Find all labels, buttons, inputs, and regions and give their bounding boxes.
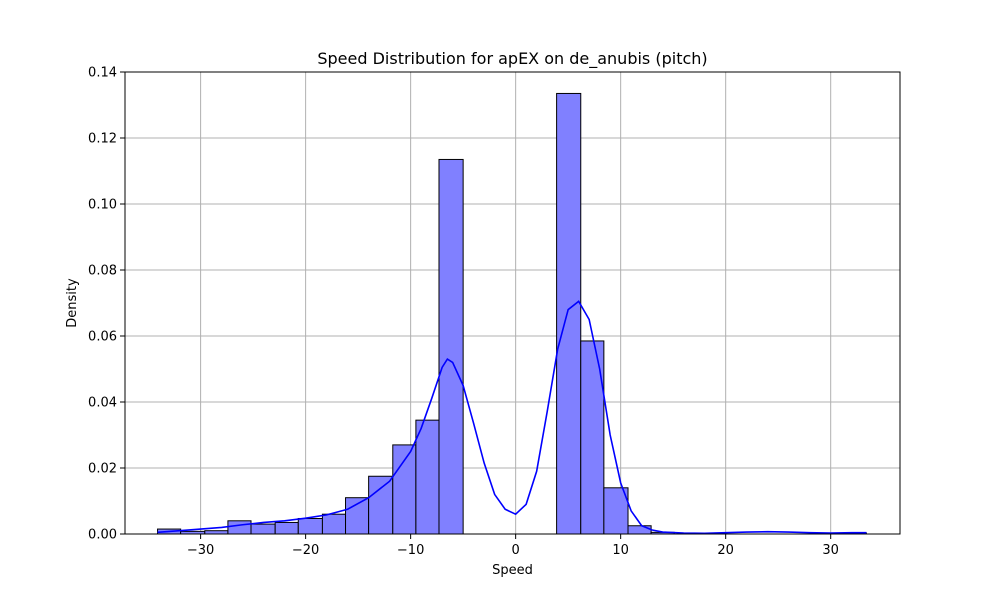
y-tick-label: 0.08 (88, 264, 117, 279)
x-tick-label: −10 (397, 543, 424, 558)
histogram-bar (297, 517, 323, 535)
histogram-bar (250, 523, 276, 535)
plot-area (125, 72, 900, 534)
x-axis-title: Speed (492, 563, 533, 578)
y-tick-label: 0.14 (88, 66, 117, 81)
y-tick-label: 0.00 (88, 528, 117, 543)
y-tick-label: 0.02 (88, 462, 117, 477)
y-axis-title: Density (65, 278, 80, 328)
histogram-bar (368, 475, 394, 535)
x-tick-label: 20 (717, 543, 734, 558)
y-axis: 0.00 0.02 0.04 0.06 0.08 0.10 0.12 0.14 (88, 66, 125, 543)
x-tick-label: −20 (292, 543, 319, 558)
y-tick-label: 0.10 (88, 198, 117, 213)
y-tick-label: 0.06 (88, 330, 117, 345)
x-axis: −30 −20 −10 0 10 20 30 (187, 534, 839, 558)
histogram-bar (556, 92, 582, 535)
histogram-bar (274, 521, 299, 535)
histogram-bar (321, 513, 347, 535)
histogram-bar (392, 444, 417, 535)
x-tick-label: −30 (187, 543, 214, 558)
chart-title: Speed Distribution for apEX on de_anubis… (317, 49, 707, 69)
histogram-bar (438, 158, 464, 535)
y-tick-label: 0.12 (88, 132, 117, 147)
x-tick-label: 30 (822, 543, 839, 558)
x-tick-label: 10 (612, 543, 629, 558)
x-tick-label: 0 (512, 543, 520, 558)
y-tick-label: 0.04 (88, 396, 117, 411)
histogram-bar (415, 419, 440, 535)
kde-curve (157, 300, 867, 535)
histogram-bar (627, 525, 652, 535)
histogram-bar (603, 487, 629, 535)
histogram-bar (227, 520, 252, 535)
plot-frame (124, 71, 901, 535)
